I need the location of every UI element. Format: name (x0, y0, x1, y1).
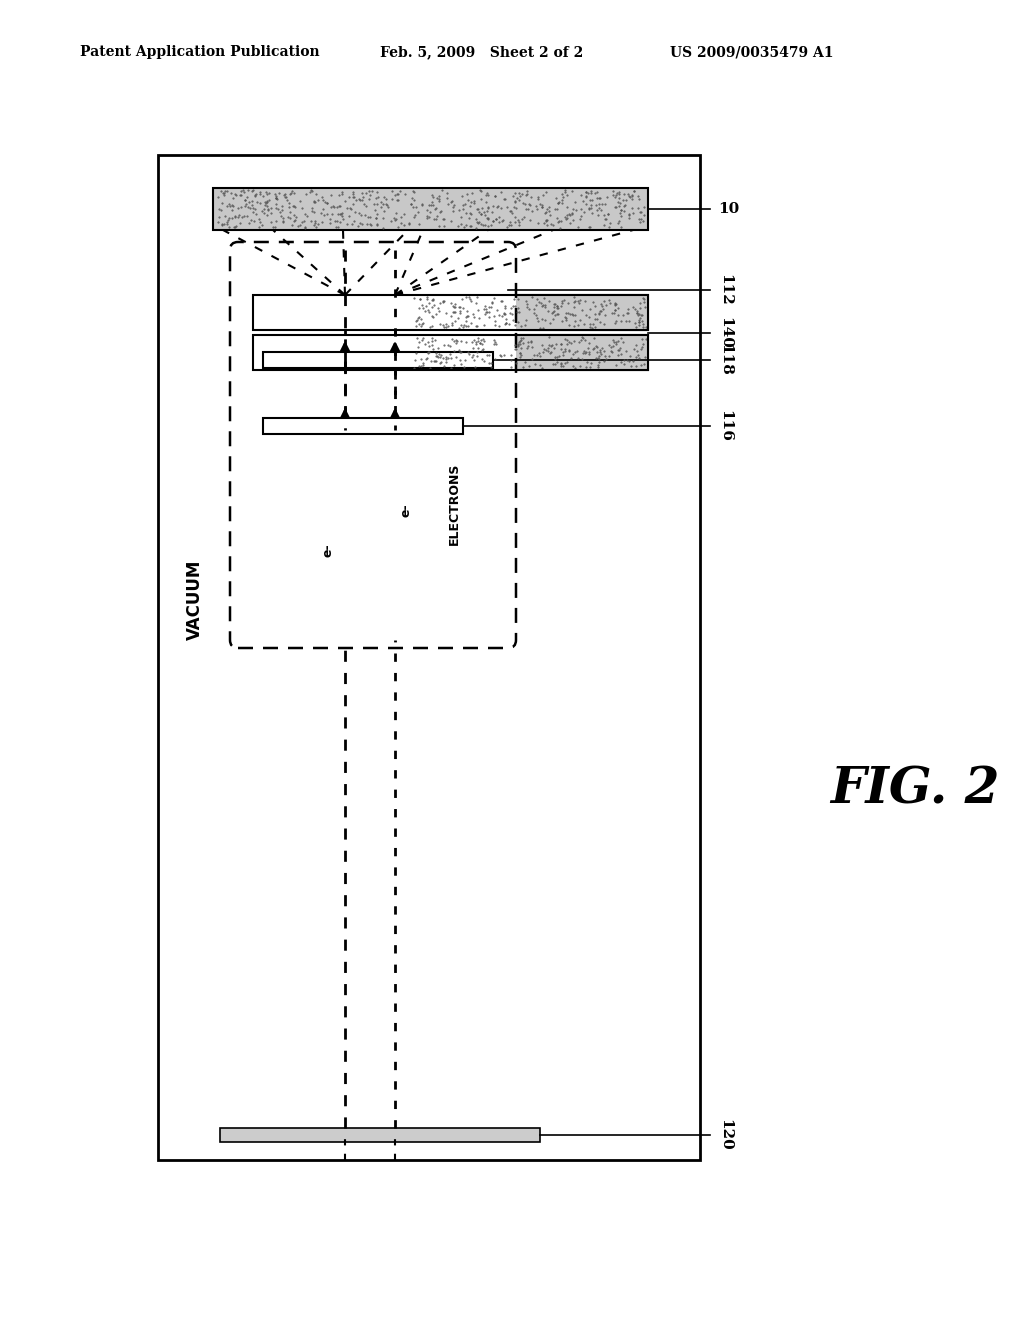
Text: US 2009/0035479 A1: US 2009/0035479 A1 (670, 45, 834, 59)
Bar (253, 294, 648, 330)
Text: e-: e- (322, 544, 335, 557)
Text: Patent Application Publication: Patent Application Publication (80, 45, 319, 59)
Text: 118: 118 (718, 345, 732, 376)
Bar (220, 1129, 540, 1142)
FancyBboxPatch shape (230, 242, 516, 648)
Text: ELECTRONS: ELECTRONS (447, 462, 461, 545)
Text: 120: 120 (718, 1119, 732, 1151)
Bar (253, 335, 648, 370)
Bar (253, 294, 648, 330)
Bar (263, 352, 493, 368)
Text: 140: 140 (718, 317, 732, 348)
Text: Feb. 5, 2009   Sheet 2 of 2: Feb. 5, 2009 Sheet 2 of 2 (380, 45, 584, 59)
Bar (213, 187, 648, 230)
Text: 116: 116 (718, 411, 732, 442)
Text: 10: 10 (718, 202, 739, 216)
Bar (253, 335, 648, 370)
Text: VACUUM: VACUUM (186, 560, 204, 640)
Text: 112: 112 (718, 275, 732, 306)
Bar (411, 294, 648, 330)
Bar (158, 154, 700, 1160)
Text: e-: e- (400, 503, 413, 517)
Text: FIG. 2: FIG. 2 (830, 766, 999, 814)
Bar (411, 335, 648, 370)
Bar (263, 418, 463, 434)
